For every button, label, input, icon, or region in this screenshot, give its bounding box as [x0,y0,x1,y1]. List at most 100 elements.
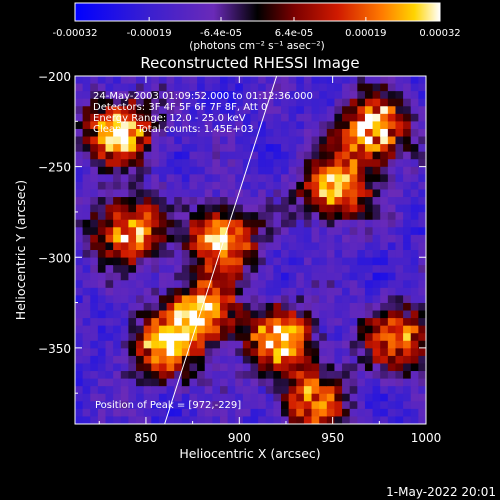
heatmap-cell [212,144,221,153]
heatmap-cell [120,378,130,387]
heatmap-cell [418,242,426,251]
heatmap-cell [143,401,152,410]
heatmap-cell [288,250,297,259]
heatmap-cell [181,151,191,160]
heatmap-cell [319,144,328,153]
heatmap-cell [364,355,374,365]
heatmap-cell [82,408,91,418]
heatmap-cell [357,144,366,153]
heatmap-cell [197,265,206,274]
heatmap-cell [296,159,305,168]
heatmap-cell [212,212,221,221]
heatmap-cell [97,348,107,357]
heatmap-cell [265,295,274,304]
heatmap-cell [90,166,99,175]
heatmap-cell [349,113,358,122]
annotation-clean: Clean Total counts: 1.45E+03 [93,124,253,135]
heatmap-cell [105,197,114,206]
heatmap-cell [242,416,252,424]
heatmap-cell [242,371,252,380]
heatmap-cell [311,333,320,342]
heatmap-cell [166,386,175,395]
heatmap-cell [342,76,351,85]
y-axis-label: Heliocentric Y (arcsec) [13,180,28,320]
heatmap-cell [128,197,137,206]
heatmap-cell [82,121,91,130]
heatmap-cell [250,106,259,115]
heatmap-cell [281,98,290,107]
heatmap-cell [90,98,99,107]
heatmap-cell [136,189,145,198]
heatmap-cell [166,257,175,266]
heatmap-cell [410,181,419,191]
heatmap-cell [143,219,152,228]
heatmap-cell [204,272,213,281]
heatmap-cell [128,272,137,281]
heatmap-cell [303,265,313,274]
heatmap-cell [258,106,267,115]
heatmap-cell [288,204,297,213]
heatmap-cell [212,106,221,115]
heatmap-cell [174,250,183,259]
heatmap-cell [75,378,84,387]
heatmap-cell [303,83,313,92]
heatmap-cell [181,136,191,145]
heatmap-cell [273,204,282,213]
heatmap-cell [357,204,366,213]
heatmap-cell [143,250,152,259]
heatmap-cell [151,197,160,206]
colorbar-gradient [74,2,441,22]
heatmap-cell [250,355,259,365]
heatmap-cell [227,197,236,206]
heatmap-cell [403,204,412,213]
heatmap-cell [334,98,343,107]
heatmap-cell [212,189,221,198]
heatmap-cell [82,363,91,372]
heatmap-cell [334,166,343,175]
heatmap-cell [387,136,397,145]
heatmap-cell [334,136,343,145]
heatmap-cell [403,144,412,153]
heatmap-cell [273,151,282,160]
heatmap-cell [242,91,252,100]
heatmap-cell [166,113,175,122]
heatmap-cell [303,136,313,145]
heatmap-cell [258,393,267,402]
heatmap-cell [403,128,412,138]
heatmap-cell [151,159,160,168]
heatmap-cell [174,393,183,402]
heatmap-cell [219,378,229,387]
heatmap-cell [410,197,419,206]
heatmap-cell [311,83,320,92]
heatmap-cell [395,340,404,349]
heatmap-cell [387,287,397,296]
heatmap-cell [395,174,404,183]
heatmap-cell [342,144,351,153]
heatmap-cell [174,302,183,312]
heatmap-cell [235,401,244,410]
heatmap-cell [418,197,426,206]
heatmap-cell [90,272,99,281]
heatmap-cell [342,212,351,221]
heatmap-cell [82,386,91,395]
heatmap-cell [235,386,244,395]
heatmap-cell [410,340,419,349]
heatmap-cell [128,257,137,266]
chart-title: Reconstructed RHESSI Image [140,54,359,72]
heatmap-cell [242,204,252,213]
heatmap-cell [364,378,374,387]
heatmap-cell [204,234,213,244]
heatmap-cell [120,416,130,424]
heatmap-cell [395,408,404,418]
heatmap-cell [319,204,328,213]
heatmap-cell [319,151,328,160]
heatmap-cell [273,295,282,304]
heatmap-cell [395,257,404,266]
heatmap-cell [151,401,160,410]
heatmap-cell [166,166,175,175]
heatmap-cell [75,386,84,395]
heatmap-cell [204,333,213,342]
heatmap-cell [364,212,374,221]
heatmap-cell [380,325,389,334]
heatmap-cell [273,197,282,206]
